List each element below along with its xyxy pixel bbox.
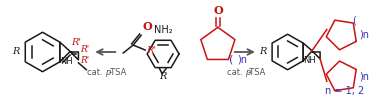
- Text: R: R: [259, 47, 267, 56]
- Text: R: R: [12, 47, 20, 56]
- Text: -TSA: -TSA: [248, 68, 266, 77]
- Text: R': R': [72, 38, 82, 47]
- Text: )n: )n: [359, 29, 369, 39]
- Text: )n: )n: [237, 55, 247, 65]
- Text: n = 1, 2: n = 1, 2: [325, 86, 364, 96]
- Text: O: O: [213, 5, 223, 16]
- Text: (: (: [229, 55, 234, 65]
- Text: NH: NH: [60, 57, 73, 66]
- Text: R': R': [81, 45, 90, 54]
- Text: O: O: [142, 21, 152, 32]
- Text: R': R': [81, 56, 90, 65]
- Text: cat.: cat.: [226, 68, 245, 77]
- Text: p: p: [245, 68, 250, 77]
- Text: (: (: [352, 15, 356, 25]
- Text: NH₂: NH₂: [154, 25, 172, 35]
- Text: cat.: cat.: [87, 68, 105, 77]
- Text: )n: )n: [359, 72, 369, 82]
- Text: -TSA: -TSA: [108, 68, 127, 77]
- Text: R': R': [146, 46, 156, 55]
- Text: R: R: [160, 72, 167, 81]
- Text: p: p: [105, 68, 111, 77]
- Text: NH: NH: [303, 56, 316, 65]
